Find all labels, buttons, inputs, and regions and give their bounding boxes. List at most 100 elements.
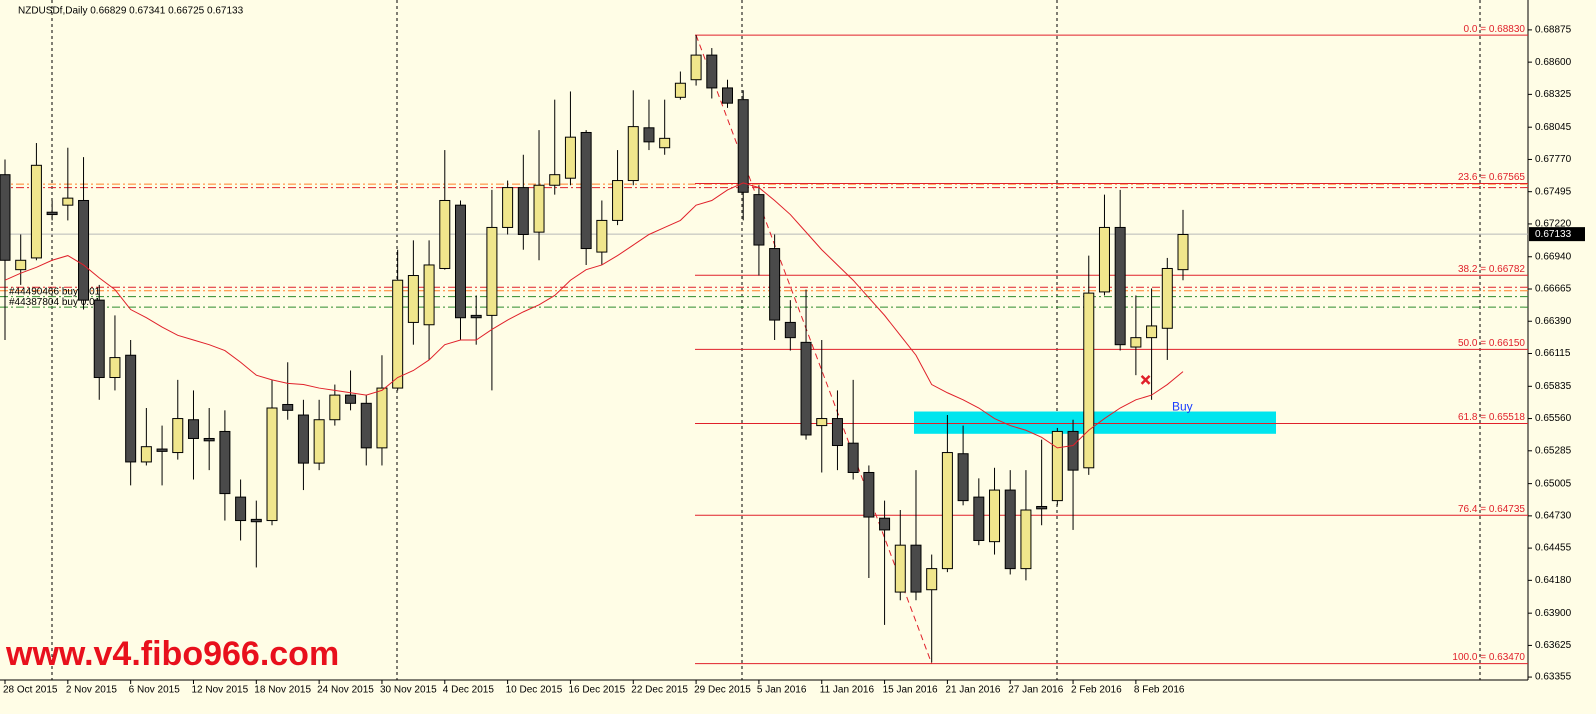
trade-label: #44490466 buy 0.01 xyxy=(9,286,101,297)
candle-body xyxy=(30,164,42,259)
candle-body xyxy=(0,174,11,261)
x-tick-label: 21 Jan 2016 xyxy=(945,685,1000,696)
candle-body xyxy=(313,419,325,464)
y-tick-label: 0.64730 xyxy=(1535,511,1572,522)
zone-label: Buy xyxy=(1172,400,1193,414)
y-tick-label: 0.65835 xyxy=(1535,381,1572,392)
x-tick-label: 6 Nov 2015 xyxy=(129,685,181,696)
candle-body xyxy=(517,187,529,235)
y-tick-label: 0.67770 xyxy=(1535,154,1572,165)
last-price-box xyxy=(1529,227,1585,242)
candle-body xyxy=(1020,509,1032,570)
fib-label: 100.0 = 0.63470 xyxy=(1452,652,1525,663)
candle-body xyxy=(109,357,121,379)
y-tick-label: 0.68325 xyxy=(1535,89,1572,100)
candle-body xyxy=(46,211,58,216)
candle-body xyxy=(62,197,74,206)
y-tick-label: 0.66115 xyxy=(1535,348,1571,359)
candle-body xyxy=(941,452,953,570)
candle-body xyxy=(1161,267,1173,329)
y-tick-label: 0.68045 xyxy=(1535,122,1572,133)
x-tick-label: 30 Nov 2015 xyxy=(380,685,437,696)
candle-body xyxy=(784,321,796,339)
fib-label: 0.0 = 0.68830 xyxy=(1464,24,1526,35)
trade-label: #44387804 buy 0.01 xyxy=(9,297,101,308)
candle-body xyxy=(1114,226,1126,346)
x-tick-label: 4 Dec 2015 xyxy=(443,685,495,696)
x-tick-label: 12 Nov 2015 xyxy=(191,685,248,696)
x-tick-label: 2 Nov 2015 xyxy=(66,685,118,696)
y-tick-label: 0.68600 xyxy=(1535,57,1572,68)
candle-body xyxy=(612,180,624,221)
buy-zone xyxy=(914,411,1276,434)
candle-body xyxy=(93,299,105,379)
candle-body xyxy=(659,137,671,149)
candle-body xyxy=(706,54,718,89)
watermark: www.v4.fibo966.com xyxy=(5,635,339,673)
x-tick-label: 24 Nov 2015 xyxy=(317,685,374,696)
candle-body xyxy=(674,82,686,98)
candle-body xyxy=(596,219,608,253)
candle-body xyxy=(879,517,891,531)
candle-body xyxy=(297,414,309,464)
candle-body xyxy=(737,99,749,193)
candle-body xyxy=(1130,337,1142,348)
y-tick-label: 0.63900 xyxy=(1535,608,1572,619)
candle-body xyxy=(1036,505,1048,510)
x-tick-label: 18 Nov 2015 xyxy=(254,685,311,696)
y-tick-label: 0.68875 xyxy=(1535,25,1572,36)
x-tick-label: 16 Dec 2015 xyxy=(568,685,625,696)
candle-body xyxy=(863,471,875,518)
y-tick-label: 0.65560 xyxy=(1535,413,1572,424)
candle-body xyxy=(1051,430,1063,502)
x-tick-label: 29 Dec 2015 xyxy=(694,685,751,696)
candle-body xyxy=(957,453,969,502)
candle-body xyxy=(486,226,498,316)
y-tick-label: 0.63355 xyxy=(1535,672,1572,683)
candle-body xyxy=(470,314,482,319)
candle-body xyxy=(454,204,466,319)
candle-body xyxy=(989,489,1001,543)
fib-trend xyxy=(695,34,933,664)
fib-label: 23.6 = 0.67565 xyxy=(1458,172,1525,183)
y-tick-label: 0.67495 xyxy=(1535,186,1572,197)
candle-body xyxy=(1067,430,1079,471)
y-tick-label: 0.64180 xyxy=(1535,575,1572,586)
candle-body xyxy=(187,419,199,439)
x-tick-label: 11 Jan 2016 xyxy=(820,685,875,696)
candle-body xyxy=(250,518,262,523)
candle-body xyxy=(172,418,184,454)
moving-average xyxy=(4,182,1184,449)
candle-body xyxy=(1146,325,1158,339)
candle-body xyxy=(753,194,765,246)
candle-body xyxy=(564,136,576,179)
y-tick-label: 0.65005 xyxy=(1535,478,1572,489)
candle-body xyxy=(219,430,231,495)
candle-body xyxy=(580,131,592,250)
candle-body xyxy=(78,199,90,301)
candle-body xyxy=(140,446,152,463)
candle-body xyxy=(1004,489,1016,570)
y-tick-label: 0.67220 xyxy=(1535,219,1572,230)
candle-body xyxy=(15,259,27,271)
x-tick-label: 2 Feb 2016 xyxy=(1071,685,1122,696)
candle-body xyxy=(973,496,985,541)
candle-body xyxy=(376,387,388,449)
candle-body xyxy=(816,418,828,427)
candle-body xyxy=(423,264,435,326)
candle-body xyxy=(722,87,734,104)
candle-body xyxy=(549,174,561,186)
x-tick-label: 10 Dec 2015 xyxy=(506,685,563,696)
last-price-label: 0.67133 xyxy=(1535,229,1572,240)
signal-marker xyxy=(1140,374,1151,385)
candle-body xyxy=(392,279,404,389)
fib-label: 38.2 = 0.66782 xyxy=(1458,264,1525,275)
y-tick-label: 0.64455 xyxy=(1535,543,1572,554)
candle-body xyxy=(847,442,859,473)
candle-body xyxy=(360,402,372,449)
x-tick-label: 8 Feb 2016 xyxy=(1134,685,1185,696)
candle-body xyxy=(1083,292,1095,469)
period-separators xyxy=(51,0,1481,680)
